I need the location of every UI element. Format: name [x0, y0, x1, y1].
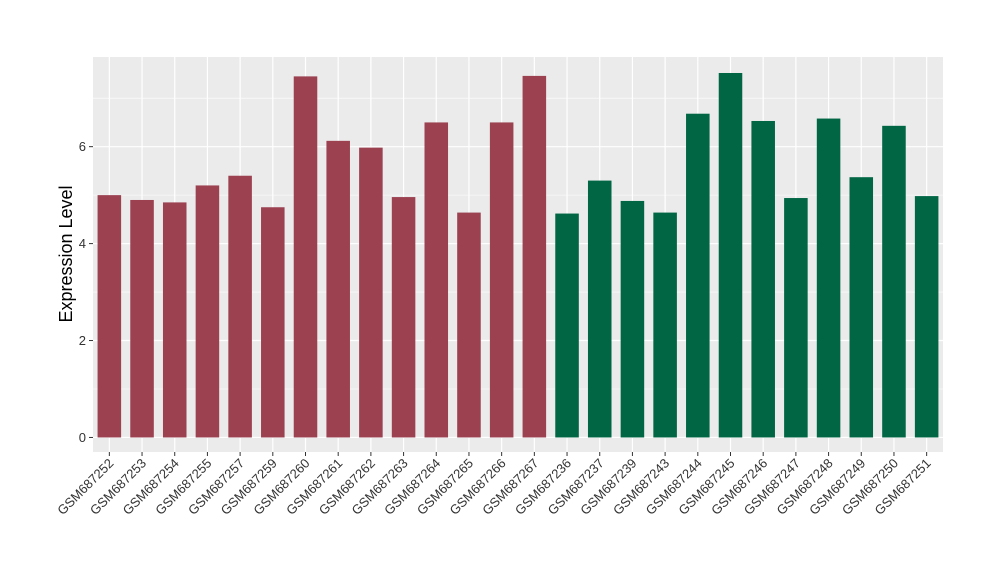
bars	[97, 72, 939, 438]
y-axis: 0 2 4 6	[79, 139, 93, 445]
bar-GSM687249	[849, 177, 874, 438]
y-tick-label: 0	[79, 430, 86, 445]
bar-GSM687265	[457, 212, 481, 438]
bar-GSM687259	[261, 207, 285, 438]
bar-GSM687236	[555, 213, 579, 438]
y-tick-label: 6	[79, 139, 86, 154]
plot-panel	[93, 57, 943, 452]
bar-GSM687243	[653, 212, 677, 438]
bar-GSM687262	[359, 147, 383, 438]
bar-GSM687237	[587, 180, 612, 438]
y-tick-label: 4	[79, 236, 86, 251]
bar-GSM687252	[97, 195, 122, 438]
y-axis-title: Expression Level	[56, 185, 76, 322]
bar-GSM687247	[784, 198, 808, 438]
bar-GSM687239	[620, 200, 645, 438]
bar-GSM687244	[686, 113, 710, 438]
y-tick-label: 2	[79, 333, 86, 348]
bar-GSM687264	[424, 122, 449, 438]
bar-GSM687254	[162, 202, 187, 438]
bar-GSM687267	[522, 75, 547, 438]
x-axis: GSM687252GSM687253GSM687254GSM687255GSM6…	[54, 452, 934, 518]
bar-GSM687248	[816, 118, 841, 438]
bar-GSM687260	[293, 76, 318, 438]
bar-GSM687266	[489, 122, 514, 438]
bar-GSM687261	[326, 140, 350, 438]
bar-GSM687263	[391, 197, 416, 438]
bar-GSM687246	[751, 120, 775, 438]
bar-GSM687250	[882, 125, 906, 438]
bar-GSM687253	[130, 199, 154, 438]
bar-GSM687251	[914, 196, 939, 438]
bar-GSM687257	[228, 175, 252, 438]
bar-GSM687255	[195, 185, 220, 438]
bar-GSM687245	[718, 72, 743, 438]
